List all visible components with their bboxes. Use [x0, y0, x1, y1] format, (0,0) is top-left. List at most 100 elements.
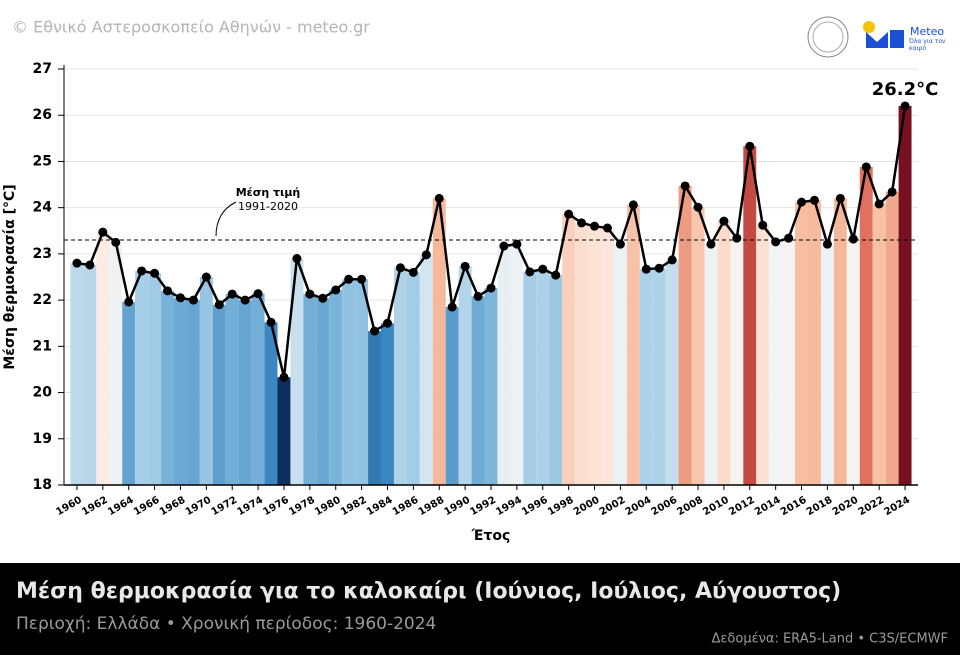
y-tick-label: 26 — [33, 107, 52, 123]
bar — [859, 166, 873, 486]
x-tick-label: 1962 — [80, 495, 110, 518]
point — [111, 237, 121, 247]
y-axis-label: Μέση θερμοκρασία [°C] — [2, 184, 18, 369]
y-tick-label: 24 — [33, 200, 53, 216]
bar — [186, 300, 200, 485]
bar — [484, 288, 498, 485]
bar — [96, 232, 110, 485]
y-tick-label: 27 — [33, 61, 52, 77]
bar — [173, 297, 187, 485]
x-tick-label: 1972 — [210, 495, 240, 518]
logo-tagline: Όλα για τον καιρό — [909, 38, 946, 52]
point — [473, 291, 483, 301]
bar — [212, 304, 226, 485]
bar — [161, 290, 174, 485]
bar — [122, 301, 136, 485]
logo-tagline-box: Όλα για τον καιρό — [909, 38, 946, 52]
bar — [782, 238, 796, 485]
point — [305, 289, 315, 299]
point — [887, 187, 897, 197]
point — [344, 274, 354, 284]
point — [331, 285, 341, 295]
point — [318, 293, 328, 303]
point — [240, 295, 250, 305]
point — [848, 234, 858, 244]
x-tick-label: 1986 — [391, 495, 421, 518]
point — [214, 300, 224, 310]
point — [641, 264, 651, 274]
x-tick-label: 1982 — [339, 495, 369, 518]
point — [512, 239, 522, 249]
point — [150, 268, 160, 278]
bar — [820, 244, 834, 485]
watermark: © Εθνικό Αστεροσκοπείο Αθηνών - meteo.gr — [12, 18, 370, 37]
bar — [329, 289, 343, 485]
x-tick-label: 2014 — [753, 495, 783, 518]
bar — [795, 202, 809, 485]
bar — [575, 222, 589, 486]
bar — [199, 277, 213, 485]
x-tick-label: 1990 — [443, 495, 473, 518]
point — [538, 264, 548, 274]
point — [822, 239, 832, 249]
x-tick-label: 1968 — [158, 495, 188, 518]
point — [124, 297, 134, 307]
point — [577, 218, 587, 228]
point — [253, 289, 263, 299]
title: Μέση θερμοκρασία για το καλοκαίρι (Ιούνι… — [16, 579, 841, 604]
bar — [432, 198, 446, 485]
point — [137, 266, 147, 276]
point — [680, 181, 690, 191]
y-tick-label: 23 — [33, 246, 52, 262]
bar — [523, 271, 537, 485]
x-tick-label: 1992 — [468, 495, 498, 518]
point — [797, 197, 807, 207]
bar — [717, 221, 731, 485]
bar — [885, 191, 899, 485]
bar — [588, 226, 601, 485]
point — [654, 263, 664, 273]
bar — [251, 293, 265, 485]
meteo-mark — [866, 32, 888, 48]
bar — [135, 270, 149, 485]
mean-period: 1991-2020 — [238, 200, 298, 213]
point — [771, 237, 781, 247]
point — [628, 200, 638, 210]
x-tick-label: 2004 — [624, 495, 654, 518]
point — [395, 263, 405, 273]
bar — [471, 296, 485, 485]
bar — [743, 146, 757, 486]
point — [861, 162, 871, 172]
point — [719, 216, 729, 226]
subtitle: Περιοχή: Ελλάδα • Χρονική περίοδος: 1960… — [16, 614, 436, 634]
bar — [368, 331, 382, 485]
x-tick-label: 1980 — [313, 495, 343, 518]
bar — [264, 322, 278, 485]
observatory-logo — [807, 16, 849, 58]
bar — [225, 294, 239, 485]
bar — [290, 258, 304, 485]
meteo-mark — [890, 30, 904, 48]
bar — [316, 298, 330, 485]
point — [227, 289, 237, 299]
point — [835, 193, 845, 203]
point — [667, 255, 677, 265]
x-tick-label: 1970 — [184, 495, 214, 518]
x-tick-label: 1966 — [132, 495, 162, 518]
bar — [756, 225, 770, 485]
point — [266, 317, 276, 327]
meteo-sun — [863, 21, 875, 33]
bar — [458, 266, 472, 485]
bar — [872, 203, 886, 486]
point — [292, 254, 302, 264]
bar — [109, 242, 123, 485]
point — [163, 286, 173, 296]
bar — [148, 273, 162, 485]
x-tick-label: 2000 — [572, 495, 602, 518]
x-tick-label: 2008 — [675, 495, 705, 518]
bar — [639, 269, 653, 485]
x-tick-label: 1974 — [235, 495, 265, 518]
bar — [497, 246, 511, 485]
point — [382, 318, 392, 328]
bar — [406, 272, 420, 485]
